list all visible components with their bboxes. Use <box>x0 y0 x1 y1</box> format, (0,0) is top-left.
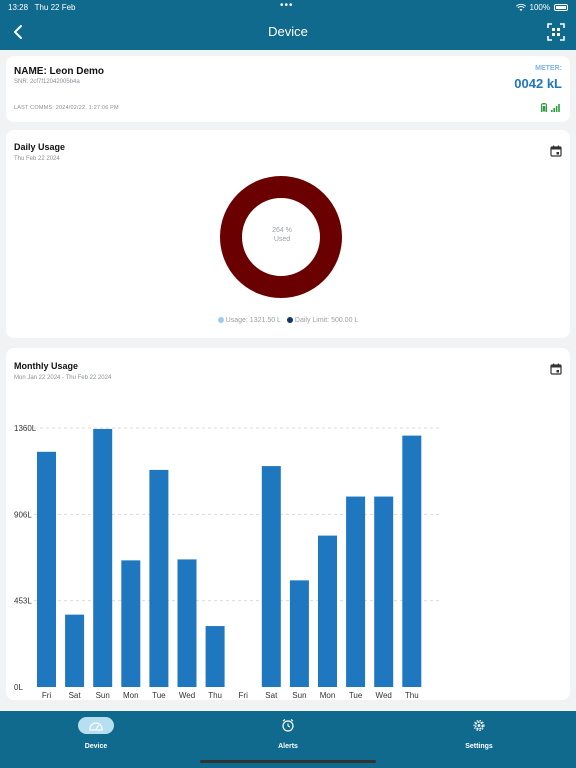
bar[interactable] <box>205 626 225 687</box>
meter-value: 0042 kL <box>514 76 562 91</box>
page-title: Device <box>268 24 308 39</box>
device-card: NAME: Leon Demo SNR: 2cf7f12042005b4a LA… <box>6 56 570 122</box>
bar[interactable] <box>93 428 113 687</box>
monthly-bar-chart: 0L 453L 906L 1360L Fri Sat Sun Mon Tue Wed Thu Fri S… <box>14 424 440 700</box>
calendar-icon[interactable] <box>550 363 562 375</box>
x-tick-label: Tue <box>349 691 363 700</box>
legend-limit-text: Daily Limit: 500.00 L <box>294 317 359 324</box>
bar[interactable] <box>346 496 366 687</box>
monthly-usage-range: Mon Jan 22 2024 - Thu Feb 22 2024 <box>14 375 112 381</box>
tab-device-highlight <box>78 717 114 734</box>
status-bar: 13:28 Thu 22 Feb ••• 100% <box>0 0 576 14</box>
device-status-icons <box>541 103 560 112</box>
bar[interactable] <box>149 469 169 687</box>
status-time: 13:28 Thu 22 Feb <box>8 3 76 12</box>
x-tick-label: Tue <box>152 691 166 700</box>
home-indicator <box>200 760 376 763</box>
gear-icon <box>473 720 485 731</box>
bar[interactable] <box>177 559 197 687</box>
status-right: 100% <box>515 3 568 12</box>
bar[interactable] <box>121 560 141 687</box>
bar[interactable] <box>261 466 281 687</box>
legend-usage-dot <box>217 317 224 324</box>
legend-usage: Usage: 1321.50 L <box>217 317 281 324</box>
y-tick-label: 453L <box>14 597 32 606</box>
x-tick-label: Fri <box>42 691 52 700</box>
y-tick-label: 906L <box>14 510 32 519</box>
donut-legend: Usage: 1321.50 L Daily Limit: 500.00 L <box>6 317 570 324</box>
x-tick-label: Thu <box>405 691 419 700</box>
bar[interactable] <box>289 580 309 687</box>
donut-center-text: 264 % Used <box>232 226 332 244</box>
legend-limit: Daily Limit: 500.00 L <box>286 317 359 324</box>
legend-usage-text: Usage: 1321.50 L <box>225 317 281 324</box>
battery-status-icon <box>541 103 547 112</box>
tab-device[interactable]: Device <box>46 717 146 750</box>
alarm-clock-icon <box>282 719 294 732</box>
meter-label: METER: <box>535 65 562 72</box>
bar[interactable] <box>65 614 85 687</box>
bar[interactable] <box>318 535 337 687</box>
wifi-icon <box>515 3 526 11</box>
tab-settings-label: Settings <box>465 743 493 750</box>
tab-alerts[interactable]: Alerts <box>238 717 338 750</box>
tab-device-label: Device <box>84 743 108 750</box>
battery-icon <box>554 4 568 11</box>
monthly-usage-card: Monthly Usage Mon Jan 22 2024 - Thu Feb … <box>6 348 570 700</box>
meter-icon <box>89 722 103 731</box>
multitask-dots[interactable]: ••• <box>280 0 294 11</box>
tab-bar: Device Alerts Settings <box>0 711 576 768</box>
calendar-icon[interactable] <box>550 145 562 157</box>
bar[interactable] <box>37 451 56 687</box>
donut-percent: 264 % <box>272 227 292 234</box>
back-chevron-icon[interactable] <box>10 22 28 42</box>
x-tick-label: Mon <box>123 691 139 700</box>
x-tick-label: Wed <box>376 691 392 700</box>
battery-percent: 100% <box>529 3 550 12</box>
device-name: NAME: Leon Demo <box>14 66 104 77</box>
daily-usage-card: Daily Usage Thu Feb 22 2024 264 % Used U… <box>6 130 570 338</box>
x-tick-label: Wed <box>179 691 195 700</box>
x-tick-label: Mon <box>320 691 336 700</box>
legend-limit-dot <box>286 317 293 324</box>
tab-settings[interactable]: Settings <box>429 717 529 750</box>
donut-label: Used <box>273 236 291 243</box>
tab-settings-icon-wrap <box>461 717 497 734</box>
monthly-usage-title: Monthly Usage <box>14 361 79 371</box>
usage-donut <box>220 176 342 298</box>
bar[interactable] <box>374 496 394 687</box>
x-tick-label: Fri <box>239 691 249 700</box>
bar[interactable] <box>402 435 422 687</box>
daily-usage-date: Thu Feb 22 2024 <box>14 156 60 162</box>
tab-alerts-icon-wrap <box>270 717 306 734</box>
signal-icon <box>551 104 560 112</box>
x-tick-label: Sun <box>96 691 110 700</box>
tab-alerts-label: Alerts <box>278 743 298 750</box>
x-tick-label: Sat <box>265 691 278 700</box>
qr-scan-icon[interactable] <box>546 22 566 42</box>
nav-bar: Device <box>0 14 576 50</box>
daily-usage-title: Daily Usage <box>14 142 66 152</box>
x-tick-label: Sat <box>69 691 82 700</box>
x-tick-label: Thu <box>208 691 222 700</box>
last-comms: LAST COMMS: 2024/02/22, 1:27:06 PM <box>14 105 119 111</box>
donut-ring <box>220 176 342 298</box>
y-tick-label: 1360L <box>14 424 37 433</box>
device-snr: SNR: 2cf7f12042005b4a <box>14 79 80 85</box>
x-tick-label: Sun <box>292 691 306 700</box>
y-tick-label: 0L <box>14 683 23 692</box>
